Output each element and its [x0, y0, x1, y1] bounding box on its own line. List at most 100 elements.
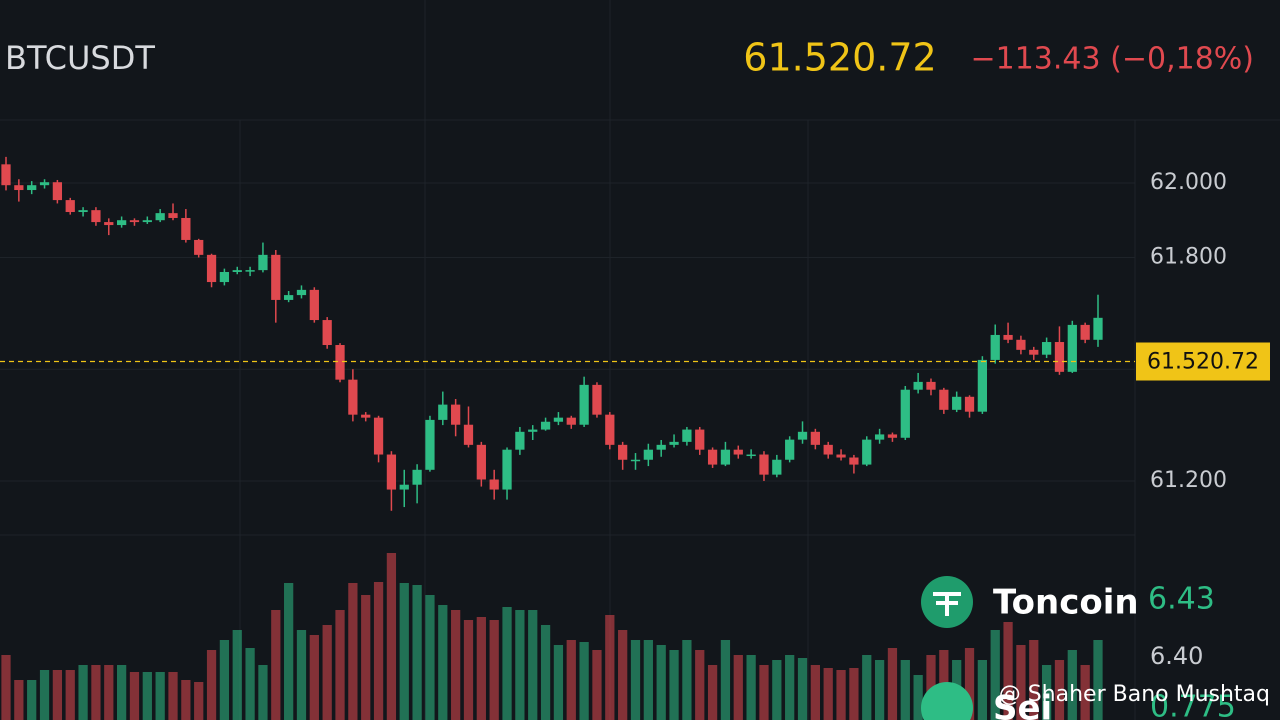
- volume-bar: [27, 680, 37, 720]
- candle-body: [1080, 324, 1090, 340]
- volume-bar: [1080, 665, 1090, 720]
- volume-bar: [990, 630, 1000, 720]
- price-change: −113.43 (−0,18%): [971, 42, 1255, 77]
- candle-body: [553, 417, 564, 422]
- volume-bar: [155, 672, 165, 720]
- volume-bar: [65, 670, 75, 720]
- candle-body: [39, 182, 50, 186]
- volume-bar: [451, 610, 461, 720]
- volume-bar: [695, 650, 705, 720]
- volume-bar: [335, 610, 345, 720]
- volume-bar: [682, 640, 692, 720]
- volume-bar: [528, 610, 538, 720]
- volume-bar: [643, 640, 653, 720]
- volume-bar: [733, 655, 743, 720]
- candle-body: [772, 459, 782, 475]
- volume-bar: [1093, 640, 1103, 720]
- volume-bar: [14, 680, 24, 720]
- candle-body: [952, 396, 962, 410]
- volume-bar: [104, 665, 114, 720]
- candle-body: [155, 213, 165, 221]
- coin-name: Toncoin: [993, 583, 1139, 623]
- volume-bar: [836, 670, 846, 720]
- candle-body: [836, 454, 846, 458]
- volume-bar: [399, 583, 409, 720]
- volume-bar: [322, 625, 332, 720]
- volume-bar: [823, 668, 833, 720]
- coin-name: Sei: [993, 689, 1052, 720]
- candle-body: [194, 239, 204, 255]
- volume-bar: [309, 635, 319, 720]
- candle-body: [515, 431, 525, 450]
- candle-body: [964, 396, 975, 412]
- candle-body: [1029, 349, 1039, 355]
- volume-bar: [232, 630, 242, 720]
- candle-body: [168, 213, 178, 218]
- candle-body: [926, 381, 936, 390]
- volume-bar: [566, 640, 576, 720]
- volume-bar: [964, 648, 975, 720]
- candle-body: [887, 434, 898, 438]
- current-price-label: 61.520.72: [1147, 350, 1259, 375]
- candle-body: [540, 421, 551, 430]
- y-tick-label: 62.000: [1150, 170, 1227, 195]
- candle-body: [502, 449, 512, 490]
- volume-bar: [219, 640, 230, 720]
- volume-bar: [797, 658, 808, 720]
- candle-body: [52, 182, 63, 201]
- candle-body: [643, 449, 653, 460]
- candle-body: [438, 404, 448, 420]
- candle-body: [489, 479, 499, 490]
- candle-body: [129, 220, 140, 223]
- candle-body: [104, 222, 114, 226]
- candle-body: [271, 254, 281, 300]
- candle-body: [862, 439, 872, 465]
- coin-price: 0.775: [1150, 690, 1236, 720]
- coin-icon: [921, 682, 973, 720]
- volume-bar: [476, 617, 486, 720]
- coin-price: 6.43: [1148, 582, 1215, 617]
- candle-body: [592, 384, 602, 415]
- candle-body: [977, 359, 988, 412]
- volume-bar: [373, 582, 384, 720]
- candle-body: [528, 429, 538, 432]
- candle-body: [900, 389, 910, 438]
- volume-bar: [425, 595, 435, 720]
- candle-body: [656, 444, 666, 450]
- candle-body: [451, 404, 461, 425]
- volume-bar: [194, 682, 204, 720]
- volume-bar: [271, 610, 281, 720]
- volume-bar: [926, 655, 936, 720]
- volume-bar: [669, 650, 679, 720]
- candle-body: [412, 469, 422, 485]
- candle-body: [142, 220, 152, 223]
- candle-body: [605, 414, 615, 445]
- volume-bar: [206, 650, 217, 720]
- volume-bar: [1029, 640, 1039, 720]
- volume-bar: [630, 640, 641, 720]
- candle-body: [78, 210, 88, 213]
- volume-bar: [707, 665, 718, 720]
- candle-body: [682, 429, 692, 442]
- volume-bar: [887, 648, 898, 720]
- volume-bar: [913, 675, 923, 720]
- volume-bar: [52, 670, 63, 720]
- candle-body: [373, 417, 384, 455]
- volume-bar: [862, 655, 872, 720]
- volume-bar: [553, 645, 564, 720]
- volume-bar: [463, 620, 474, 720]
- volume-bar: [746, 655, 756, 720]
- volume-bar: [720, 640, 731, 720]
- candle-body: [990, 334, 1000, 360]
- candle-body: [284, 295, 294, 300]
- candle-body: [1003, 334, 1013, 340]
- candle-body: [823, 444, 833, 455]
- candle-body: [425, 419, 435, 470]
- coin-prev: 6.40: [1150, 642, 1203, 670]
- volume-bar: [1, 655, 11, 720]
- candle-body: [65, 200, 75, 213]
- volume-bar: [1016, 645, 1026, 720]
- candle-body: [733, 449, 743, 455]
